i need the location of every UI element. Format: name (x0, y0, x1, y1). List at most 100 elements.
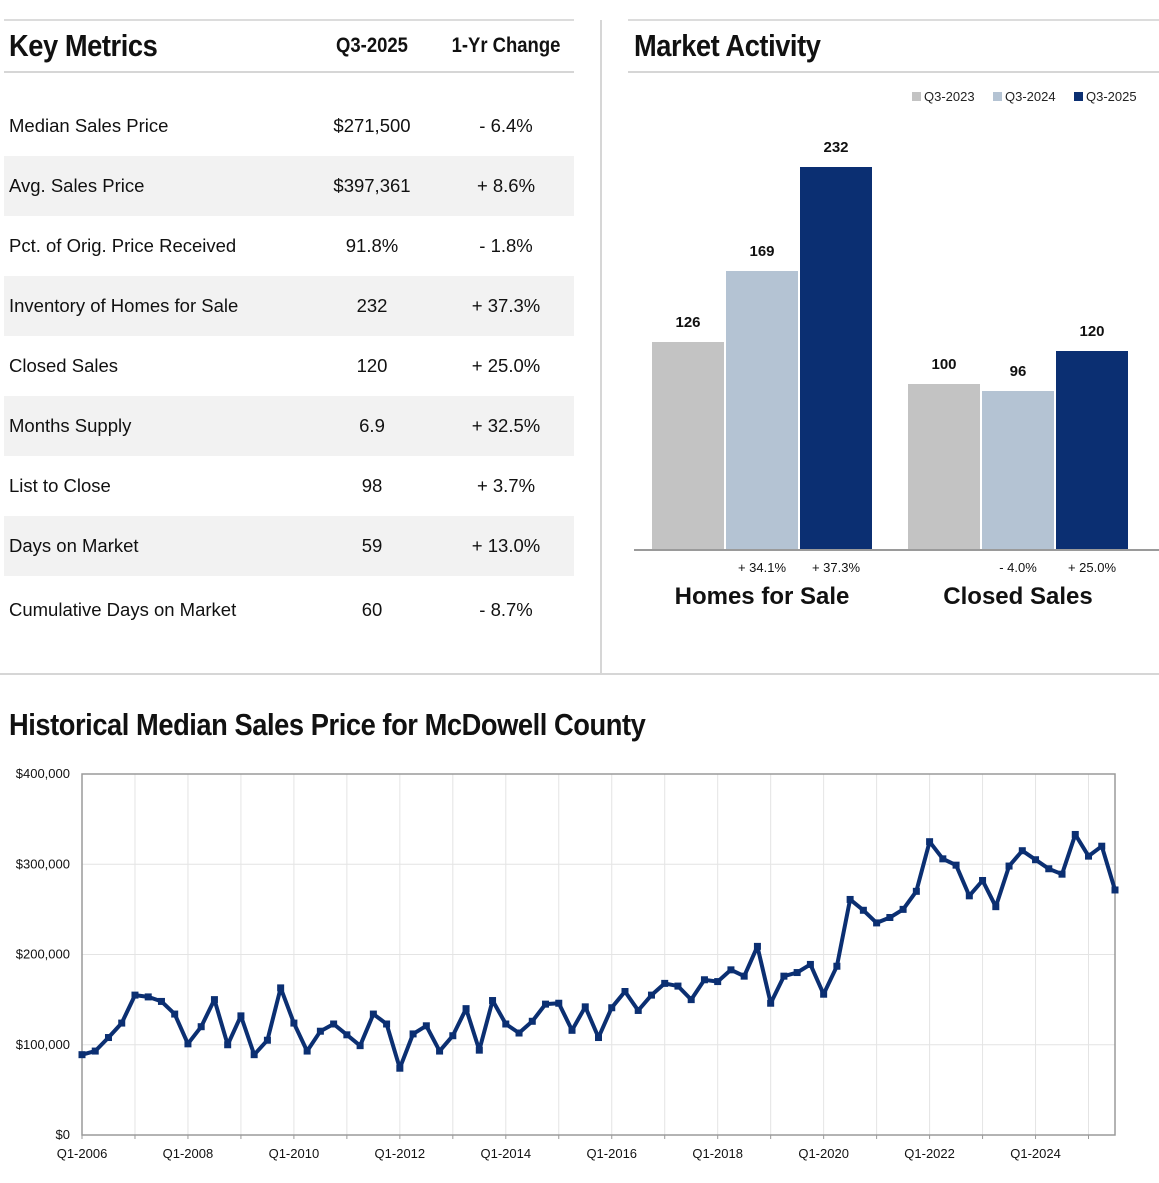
metric-row: Avg. Sales Price $397,361 + 8.6% (4, 156, 574, 216)
data-point (806, 960, 814, 968)
metric-label: Avg. Sales Price (9, 175, 145, 196)
data-point (528, 1017, 536, 1025)
legend-label: Q3-2025 (1086, 89, 1137, 104)
data-point (277, 984, 285, 992)
legend-item-q3-2025: Q3-2025 (1074, 89, 1137, 104)
data-point (661, 979, 669, 987)
data-point (475, 1046, 483, 1054)
data-point (886, 913, 894, 921)
data-point (383, 1020, 391, 1028)
group-label-homes-for-sale: Homes for Sale (674, 583, 850, 610)
change-column-header: 1-Yr Change (451, 34, 561, 57)
data-point (462, 1005, 470, 1013)
data-point (118, 1019, 126, 1027)
legend-swatch (912, 92, 921, 101)
data-point (290, 1019, 298, 1027)
bar-value-label: 100 (931, 356, 957, 374)
history-title: Historical Median Sales Price for McDowe… (9, 707, 646, 742)
data-point (595, 1034, 602, 1042)
bar-change-label: + 37.3% (811, 560, 861, 575)
data-point (197, 1023, 205, 1031)
bar-value-label: 96 (1009, 362, 1027, 380)
data-point (184, 1040, 192, 1048)
bar-q3-2024-homes-for-sale (726, 270, 798, 549)
bar-change-label: + 34.1% (737, 560, 787, 575)
metric-value: 6.9 (359, 415, 385, 436)
metric-value: 59 (361, 535, 383, 556)
data-point (780, 972, 788, 980)
data-point (1032, 856, 1040, 864)
metric-change: + 8.6% (476, 175, 536, 196)
metric-label: Closed Sales (9, 355, 119, 376)
group-label-closed-sales: Closed Sales (943, 583, 1093, 610)
metric-row: Median Sales Price $271,500 - 6.4% (4, 96, 574, 156)
data-point (647, 991, 655, 999)
x-tick-label: Q1-2010 (269, 1146, 320, 1161)
metric-row: Cumulative Days on Market 60 - 8.7% (4, 580, 574, 640)
metric-value: 60 (361, 599, 383, 620)
data-point (1098, 842, 1106, 850)
data-point (409, 1030, 417, 1038)
bar-q3-2025-closed-sales (1056, 351, 1128, 549)
data-point (912, 887, 920, 895)
metrics-top-rule (4, 19, 574, 21)
metric-value: $397,361 (333, 175, 411, 196)
metric-change: + 25.0% (471, 355, 541, 376)
data-point (171, 1010, 179, 1018)
data-point (78, 1051, 86, 1059)
metric-value: 120 (356, 355, 388, 376)
data-point (979, 876, 987, 884)
data-point (330, 1020, 338, 1028)
x-tick-label: Q1-2024 (1010, 1146, 1061, 1161)
data-point (899, 905, 907, 913)
metric-label: Cumulative Days on Market (9, 599, 237, 620)
data-point (210, 996, 218, 1004)
x-tick-label: Q1-2018 (692, 1146, 743, 1161)
data-point (157, 997, 165, 1005)
metric-change: + 3.7% (476, 475, 536, 496)
metrics-title: Key Metrics (9, 28, 158, 63)
x-tick-label: Q1-2008 (163, 1146, 214, 1161)
data-point (992, 903, 1000, 911)
data-point (952, 861, 960, 869)
data-point (250, 1051, 258, 1059)
period-column-header: Q3-2025 (336, 34, 408, 57)
bar-value-label: 232 (823, 139, 849, 156)
x-tick-label: Q1-2022 (904, 1146, 955, 1161)
data-point (581, 1003, 589, 1011)
metric-change: - 8.7% (479, 599, 533, 620)
data-point (1058, 870, 1066, 878)
data-point (555, 999, 563, 1007)
metric-value: 98 (361, 475, 383, 496)
data-point (621, 988, 629, 996)
metric-row: List to Close 98 + 3.7% (4, 456, 574, 516)
x-tick-label: Q1-2016 (586, 1146, 637, 1161)
legend-swatch (993, 92, 1002, 101)
data-point (224, 1041, 232, 1049)
metric-change: + 37.3% (471, 295, 541, 316)
data-point (727, 966, 735, 974)
data-point (568, 1026, 576, 1034)
market-title: Market Activity (634, 28, 821, 63)
metric-row: Closed Sales 120 + 25.0% (4, 336, 574, 396)
plot-frame (81, 773, 1116, 1136)
data-point (859, 906, 867, 914)
data-point (740, 972, 748, 980)
data-point (104, 1034, 112, 1042)
metric-change: + 32.5% (471, 415, 541, 436)
metric-value: $271,500 (333, 115, 411, 136)
data-point (714, 978, 722, 986)
legend-item-q3-2023: Q3-2023 (912, 89, 975, 104)
data-point (436, 1047, 444, 1055)
metric-row: Inventory of Homes for Sale 232 + 37.3% (4, 276, 574, 336)
market-header-rule (628, 71, 1159, 73)
data-point (674, 982, 682, 990)
x-tick-label: Q1-2020 (798, 1146, 849, 1161)
data-point (343, 1031, 351, 1039)
data-point (1018, 847, 1026, 855)
y-tick-label: $300,000 (16, 856, 70, 871)
data-point (489, 997, 497, 1005)
data-point (1085, 852, 1093, 860)
bar-q3-2024-closed-sales (982, 390, 1054, 549)
bar-value-label: 169 (749, 242, 775, 260)
